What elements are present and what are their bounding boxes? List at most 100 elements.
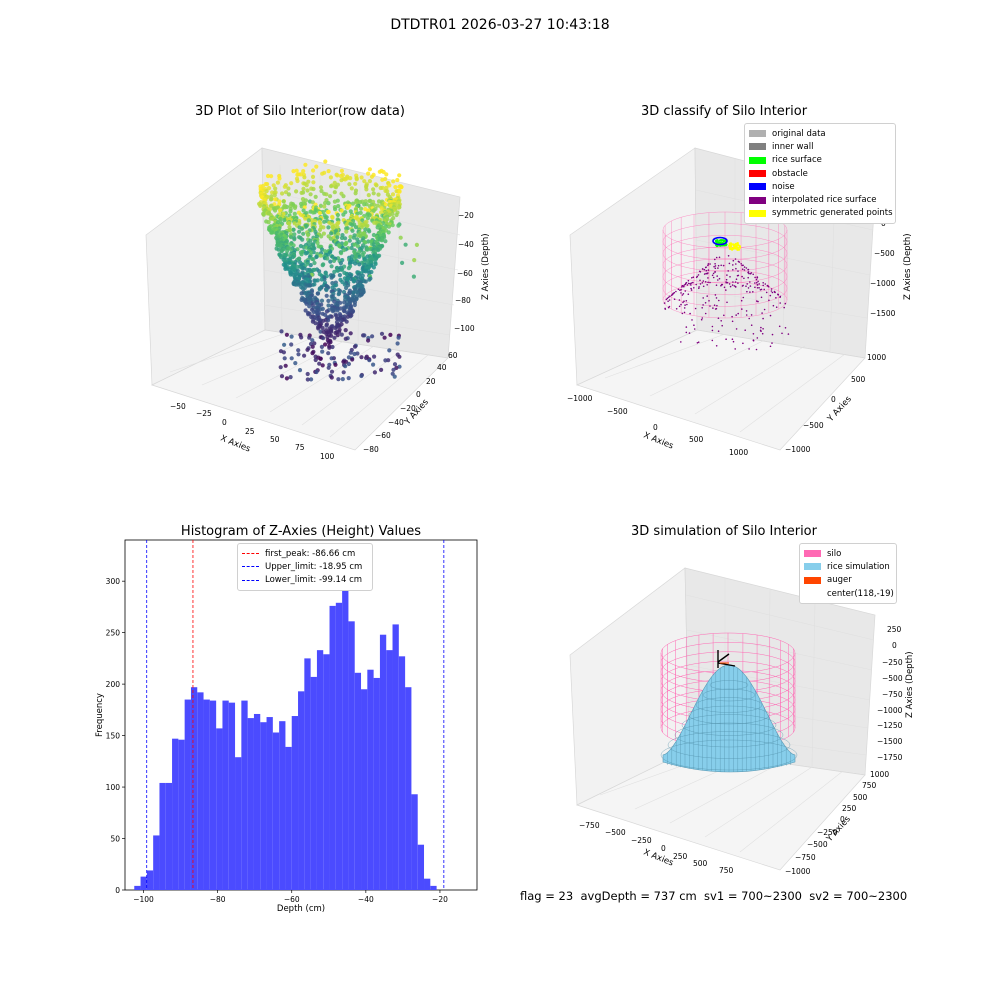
z-tick: −100 [454, 324, 475, 333]
interpolated-point [695, 283, 697, 286]
legend-swatch [749, 143, 766, 151]
point [387, 183, 392, 188]
y-tick: 1000 [867, 353, 886, 362]
point [324, 287, 329, 293]
y-tick: 0 [831, 395, 836, 404]
point [347, 238, 352, 243]
histogram-bar [348, 621, 355, 890]
point [363, 227, 368, 232]
point [362, 333, 367, 338]
point [307, 335, 312, 340]
noise-marker [712, 236, 728, 246]
point [294, 189, 299, 194]
histogram-x-label: Depth (cm) [277, 904, 325, 914]
point [378, 185, 383, 191]
point [317, 287, 322, 292]
interpolated-point [771, 291, 774, 294]
z-tick: 0 [892, 641, 897, 650]
x-tick: 75 [295, 443, 305, 452]
point [265, 182, 270, 187]
classify-3d-plot[interactable]: −1000 −500 0 500 1000 −1000 −500 0 500 1… [555, 130, 925, 460]
point [332, 180, 337, 185]
point [345, 314, 350, 319]
raw-axis-ticks: −50 −25 0 25 50 75 100 −80 −60 −40 −20 0… [170, 211, 475, 460]
legend-swatch [749, 130, 766, 138]
point [357, 254, 362, 259]
interpolated-point [689, 312, 691, 315]
interpolated-point [716, 304, 718, 307]
legend-label: inner wall [772, 141, 814, 152]
histogram-bar [247, 718, 254, 890]
symmetric-point [738, 246, 741, 249]
point [382, 335, 387, 340]
interpolated-point [748, 317, 750, 320]
rice-surface-point [722, 240, 725, 243]
histogram-chart[interactable]: −100 −80 −60 −40 −20 0 50 100 150 200 250 300 Depth… [80, 535, 500, 920]
z-axis-label: Z Axies (Depth) [481, 233, 491, 300]
interpolated-point [775, 297, 777, 299]
legend-entry: interpolated rice surface [749, 193, 891, 206]
y-tick: 500 [853, 793, 868, 802]
interpolated-point [762, 317, 764, 320]
point [400, 260, 405, 265]
symmetric-point [734, 243, 737, 246]
interpolated-point [714, 258, 716, 261]
point [363, 269, 368, 274]
interpolated-point [704, 281, 707, 283]
histogram-ticks: −100 −80 −60 −40 −20 0 50 100 150 200 250 300 [106, 577, 448, 904]
point [321, 318, 326, 323]
rice-surface-point [717, 241, 720, 244]
interpolated-point [665, 298, 668, 301]
interpolated-point [758, 283, 760, 285]
point [343, 242, 348, 247]
point [268, 197, 274, 202]
simulation-geometry [660, 632, 798, 773]
raw-3d-plot[interactable]: −50 −25 0 25 50 75 100 −80 −60 −40 −20 0… [130, 130, 500, 460]
point [335, 308, 340, 313]
interpolated-point [687, 282, 690, 285]
point [305, 347, 310, 352]
interpolated-point [731, 315, 733, 318]
y-tick: 500 [851, 375, 866, 384]
point [343, 336, 348, 341]
interpolated-point [714, 267, 717, 270]
x-tick: −500 [607, 407, 628, 416]
point [326, 298, 331, 303]
point [291, 169, 296, 174]
x-tick: 0 [222, 418, 227, 427]
point [341, 359, 346, 364]
interpolated-point [690, 284, 692, 286]
point [347, 290, 352, 296]
point [283, 363, 288, 368]
interpolated-point [666, 297, 669, 300]
point [332, 190, 337, 195]
point [320, 349, 325, 354]
point [379, 210, 384, 215]
point [319, 188, 324, 194]
interpolated-point [690, 282, 693, 284]
interpolated-point [725, 338, 727, 340]
x-tick: 25 [245, 427, 255, 436]
point [342, 282, 347, 287]
point [306, 179, 311, 184]
simulation-3d-plot[interactable]: −750 −500 −250 0 250 500 750 −1000 −750 … [555, 550, 925, 880]
interpolated-point [750, 314, 753, 316]
classify-geometry [662, 211, 790, 351]
histogram-bar [285, 746, 292, 890]
z-tick: −1500 [870, 309, 896, 318]
point [271, 183, 276, 188]
interpolated-point [690, 287, 692, 290]
interpolated-point [684, 304, 686, 306]
interpolated-point [704, 302, 707, 304]
interpolated-point [684, 290, 687, 292]
interpolated-point [700, 318, 703, 321]
point [397, 354, 402, 359]
point [347, 182, 352, 187]
histogram-bar [298, 691, 305, 890]
point [313, 321, 318, 326]
point [383, 239, 388, 244]
interpolated-point [732, 340, 735, 343]
point [312, 341, 317, 346]
point [291, 227, 296, 232]
point [325, 209, 330, 215]
